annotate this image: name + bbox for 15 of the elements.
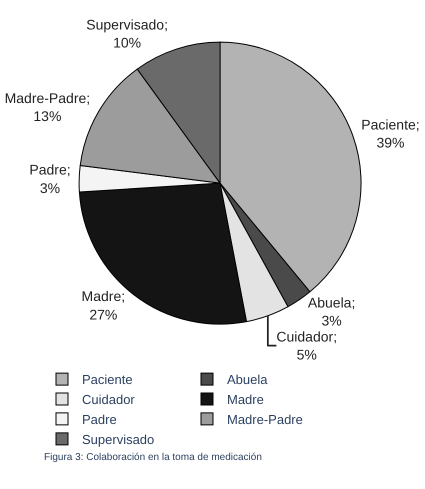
data-label: Madre-Padre; 13% [4, 90, 90, 124]
legend-label: Padre [82, 412, 117, 427]
text: Figura 3: Colaboración en la toma de medicación [44, 452, 262, 463]
legend-label: Madre [227, 392, 264, 408]
data-label: Supervisado; 10% [86, 16, 168, 51]
legend-label: Supervisado [82, 432, 154, 447]
data-label: Madre; 27% [82, 288, 126, 322]
data-label: Padre; 3% [29, 162, 71, 196]
legend-label: Madre-Padre [227, 412, 303, 427]
data-label: Paciente; 39% [361, 116, 420, 151]
data-label: Cuidador; 5% [276, 328, 338, 363]
legend-label: Paciente [82, 372, 133, 388]
data-label: Abuela; 3% [308, 294, 356, 329]
legend-label: Abuela [227, 372, 268, 388]
legend-label: Cuidador [82, 392, 136, 408]
